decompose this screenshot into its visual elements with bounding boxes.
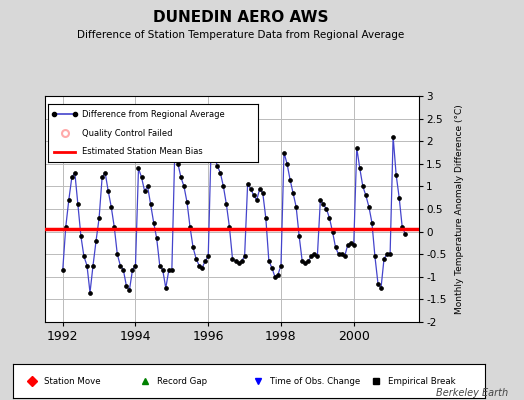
Text: Difference of Station Temperature Data from Regional Average: Difference of Station Temperature Data f…	[78, 30, 405, 40]
Text: DUNEDIN AERO AWS: DUNEDIN AERO AWS	[154, 10, 329, 25]
Text: Difference from Regional Average: Difference from Regional Average	[82, 110, 224, 119]
Text: Record Gap: Record Gap	[157, 376, 207, 386]
Text: Time of Obs. Change: Time of Obs. Change	[270, 376, 361, 386]
Text: Station Move: Station Move	[44, 376, 101, 386]
Text: Empirical Break: Empirical Break	[388, 376, 456, 386]
Text: Estimated Station Mean Bias: Estimated Station Mean Bias	[82, 147, 202, 156]
Text: Berkeley Earth: Berkeley Earth	[436, 388, 508, 398]
Text: Quality Control Failed: Quality Control Failed	[82, 128, 172, 138]
Y-axis label: Monthly Temperature Anomaly Difference (°C): Monthly Temperature Anomaly Difference (…	[455, 104, 464, 314]
